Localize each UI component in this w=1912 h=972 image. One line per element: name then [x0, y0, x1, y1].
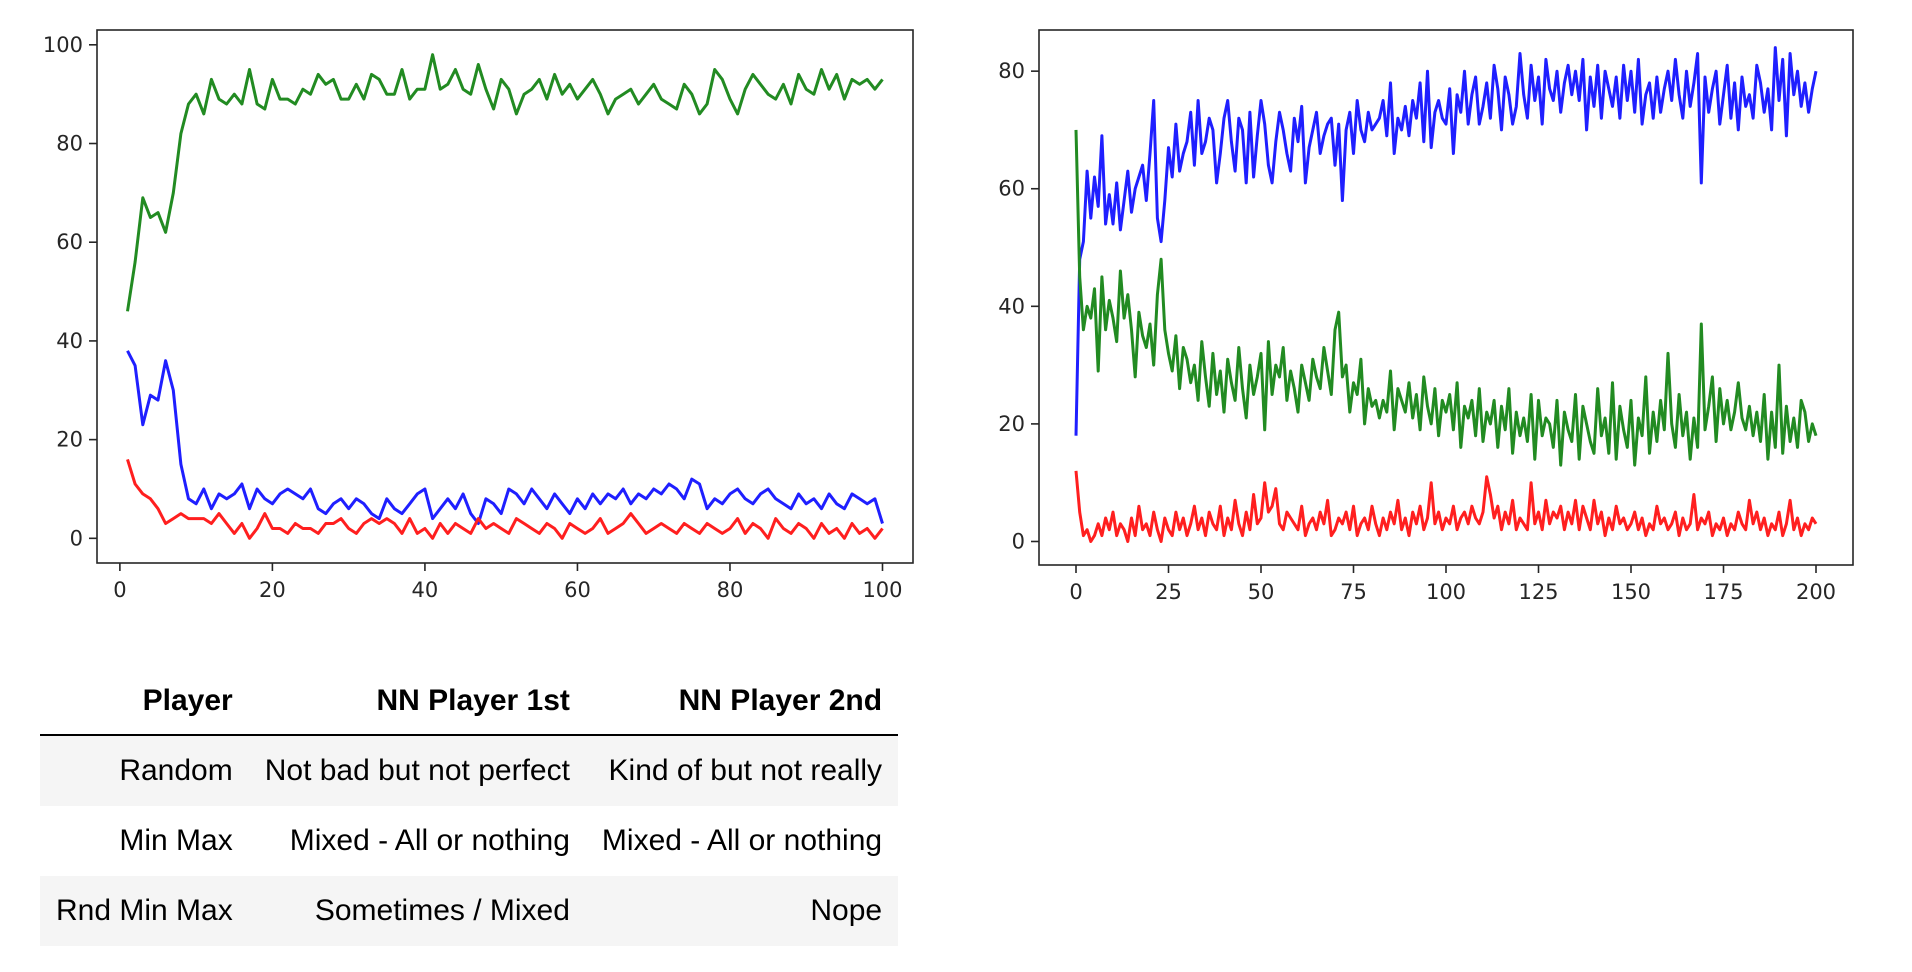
- table-row: Rnd Min Max Sometimes / Mixed Nope: [40, 876, 899, 946]
- series-line-1: [1074, 46, 1818, 436]
- x-tick-label: 200: [1796, 580, 1836, 604]
- x-tick-label: 20: [259, 578, 286, 602]
- x-tick-label: 80: [717, 578, 744, 602]
- header-nn-player-2nd: NN Player 2nd: [585, 668, 899, 736]
- x-tick-label: 0: [113, 578, 126, 602]
- plot-frame: [96, 29, 914, 564]
- x-tick-label: 0: [1069, 580, 1082, 604]
- y-tick-label: 100: [43, 33, 83, 57]
- table-cell: Kind of but not really: [608, 754, 883, 787]
- x-tick-label: 175: [1703, 580, 1743, 604]
- line-chart-left: 0 20 40 60 80 100 0 20 40 60 80 100: [43, 29, 914, 602]
- table-cell: Random: [119, 754, 233, 787]
- series-line-2: [1074, 129, 1818, 467]
- table-cell: Mixed - All or nothing: [289, 824, 570, 857]
- series-line-1: [126, 53, 884, 312]
- y-tick-label: 0: [1012, 529, 1025, 553]
- series-line-3: [126, 458, 884, 540]
- y-tick-label: 80: [998, 59, 1025, 83]
- series-line-3: [1074, 470, 1818, 543]
- table-cell: Nope: [810, 894, 883, 927]
- y-tick-label: 0: [70, 526, 83, 550]
- series-line-2: [126, 350, 884, 525]
- table-cell: Mixed - All or nothing: [601, 824, 883, 857]
- table-cell: Sometimes / Mixed: [314, 894, 570, 927]
- table-cell: Not bad but not perfect: [264, 754, 570, 787]
- x-tick-label: 25: [1155, 580, 1182, 604]
- y-tick-label: 40: [56, 329, 83, 353]
- x-tick-label: 60: [564, 578, 591, 602]
- table-row: Min Max Mixed - All or nothing Mixed - A…: [40, 806, 899, 876]
- x-tick-label: 50: [1248, 580, 1275, 604]
- y-tick-label: 20: [56, 428, 83, 452]
- table-cell: Min Max: [119, 824, 233, 857]
- x-tick-label: 125: [1518, 580, 1558, 604]
- table-cell: Rnd Min Max: [56, 894, 233, 927]
- table-row: Random Not bad but not perfect Kind of b…: [40, 735, 899, 806]
- header-nn-player-1st: NN Player 1st: [248, 668, 586, 736]
- line-chart-right: 0 25 50 75 100 125 150 175 200 0 20 40 60 80: [998, 29, 1854, 604]
- results-table: Player NN Player 1st NN Player 2nd Rando…: [40, 668, 899, 946]
- y-tick-label: 60: [56, 230, 83, 254]
- x-tick-label: 100: [1426, 580, 1466, 604]
- x-tick-label: 40: [412, 578, 439, 602]
- x-tick-label: 100: [862, 578, 902, 602]
- table-header-row: Player NN Player 1st NN Player 2nd: [40, 668, 899, 736]
- x-tick-label: 75: [1340, 580, 1367, 604]
- header-player: Player: [40, 668, 249, 736]
- x-tick-label: 150: [1611, 580, 1651, 604]
- y-tick-label: 40: [998, 294, 1025, 318]
- y-tick-label: 20: [998, 412, 1025, 436]
- y-tick-label: 80: [56, 132, 83, 156]
- y-tick-label: 60: [998, 177, 1025, 201]
